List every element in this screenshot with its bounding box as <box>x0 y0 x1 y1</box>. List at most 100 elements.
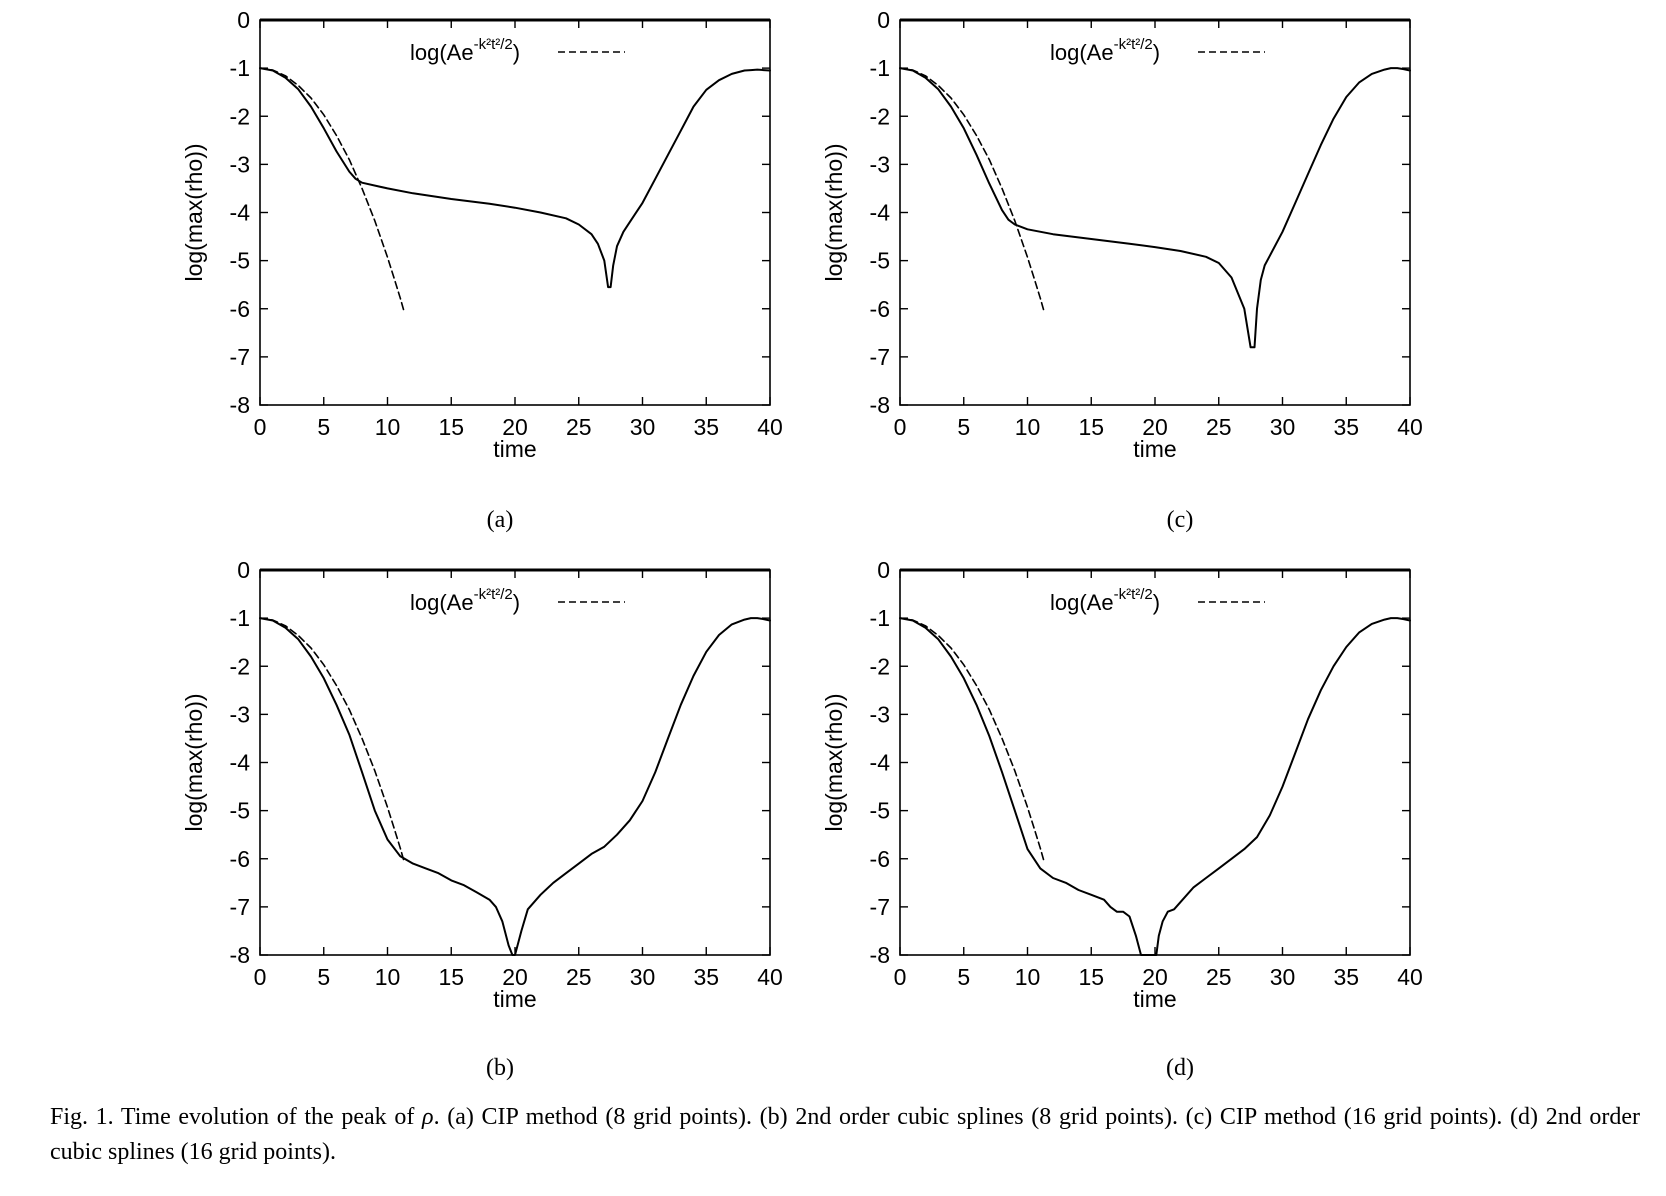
chart-d-ytick-label: -6 <box>870 846 890 872</box>
chart-c-ytick-label: -8 <box>870 392 890 418</box>
chart-a-series-gaussian-fit <box>259 67 405 313</box>
chart-a-ytick-label: -7 <box>230 344 250 370</box>
chart-a-ylabel: log(max(rho)) <box>181 143 207 281</box>
chart-a-ytick-label: -5 <box>230 248 250 274</box>
chart-b-series-max-rho <box>259 617 771 956</box>
chart-a-xtick-label: 35 <box>693 414 719 440</box>
chart-b-legend: log(Ae-k²t²/2) <box>410 586 625 615</box>
chart-c-xtick-label: 10 <box>1015 414 1041 440</box>
chart-d-ytick-label: -5 <box>870 798 890 824</box>
chart-b-xtick-label: 0 <box>254 964 267 990</box>
chart-b-ytick-label: -6 <box>230 846 250 872</box>
chart-c-legend: log(Ae-k²t²/2) <box>1050 36 1265 65</box>
chart-b-ytick-label: -5 <box>230 798 250 824</box>
chart-c-ytick-label: 0 <box>877 10 890 33</box>
chart-a-ytick-label: -6 <box>230 296 250 322</box>
chart-d-ytick-label: -8 <box>870 942 890 968</box>
chart-svg-a: 0 5 10 15 20 25 30 35 40 0 -1 -2 -3 -4 -5 -6 -7 -8 time log… <box>181 10 783 462</box>
chart-b-xtick-label: 10 <box>375 964 401 990</box>
chart-a-xtick-label: 15 <box>438 414 464 440</box>
chart-b-ytick-label: -2 <box>230 653 250 679</box>
chart-d-series-gaussian-fit <box>899 617 1045 863</box>
chart-c-legend-label: log(Ae-k²t²/2) <box>1050 36 1160 65</box>
chart-c-ytick-label: -6 <box>870 296 890 322</box>
chart-d-xtick-label: 5 <box>957 964 970 990</box>
chart-d-xlabel: time <box>1133 986 1176 1012</box>
chart-d-xtick-label: 10 <box>1015 964 1041 990</box>
chart-a-ytick-label: -1 <box>230 55 250 81</box>
chart-c-xlabel: time <box>1133 436 1176 462</box>
chart-c-xtick-label: 25 <box>1206 414 1232 440</box>
chart-c-ytick-label: -7 <box>870 344 890 370</box>
chart-b-xtick-label: 25 <box>566 964 592 990</box>
chart-d-ytick-label: -4 <box>870 750 891 776</box>
chart-a-ytick-label: -2 <box>230 103 250 129</box>
chart-c-xtick-label: 30 <box>1270 414 1296 440</box>
chart-d-xtick-label: 40 <box>1397 964 1423 990</box>
chart-b-ylabel: log(max(rho)) <box>181 693 207 831</box>
chart-svg-c: 0 5 10 15 20 25 30 35 40 0 -1 -2 -3 -4 -5 -6 -7 -8 time log… <box>821 10 1423 462</box>
panel-label-d: (d) <box>1166 1055 1194 1081</box>
chart-svg-b: 0 5 10 15 20 25 30 35 40 0 -1 -2 -3 -4 -5 -6 -7 -8 time log… <box>181 560 783 1012</box>
chart-b-xlabel: time <box>493 986 536 1012</box>
chart-d-ytick-label: -1 <box>870 605 890 631</box>
chart-d-xtick-label: 0 <box>894 964 907 990</box>
chart-c-xtick-label: 15 <box>1078 414 1104 440</box>
chart-a-xtick-label: 0 <box>254 414 267 440</box>
chart-a-xlabel: time <box>493 436 536 462</box>
caption-lead: Fig. 1. Time evolution of the peak of <box>50 1104 415 1130</box>
chart-d-xtick-label: 15 <box>1078 964 1104 990</box>
chart-d-legend-label: log(Ae-k²t²/2) <box>1050 586 1160 615</box>
chart-b-xtick-label: 15 <box>438 964 464 990</box>
chart-c-plot-frame <box>899 19 1411 406</box>
chart-a-series-max-rho <box>259 67 771 289</box>
chart-a-legend-label: log(Ae-k²t²/2) <box>410 36 520 65</box>
chart-d-xtick-label: 30 <box>1270 964 1296 990</box>
chart-c-xtick-label: 40 <box>1397 414 1423 440</box>
chart-c-ylabel: log(max(rho)) <box>821 143 847 281</box>
chart-b-ytick-label: -3 <box>230 701 250 727</box>
chart-panel-c: 0 5 10 15 20 25 30 35 40 0 -1 -2 -3 -4 -5 -6 -7 -8 time log… <box>820 10 1640 550</box>
chart-c-series-max-rho <box>899 67 1411 349</box>
chart-panel-b: 0 5 10 15 20 25 30 35 40 0 -1 -2 -3 -4 -5 -6 -7 -8 time log… <box>180 560 1000 1100</box>
chart-b-series-gaussian-fit <box>259 617 405 863</box>
chart-a-ytick-label: 0 <box>237 10 250 33</box>
chart-b-ytick-label: -7 <box>230 894 250 920</box>
chart-c-xtick-label: 0 <box>894 414 907 440</box>
chart-d-ylabel: log(max(rho)) <box>821 693 847 831</box>
chart-a-ytick-label: -8 <box>230 392 250 418</box>
caption-symbol: ρ <box>422 1104 434 1130</box>
chart-d-xtick-label: 20 <box>1142 964 1168 990</box>
chart-b-xtick-label: 20 <box>502 964 528 990</box>
chart-d-legend: log(Ae-k²t²/2) <box>1050 586 1265 615</box>
chart-a-xtick-label: 5 <box>317 414 330 440</box>
panel-label-b: (b) <box>486 1055 514 1081</box>
chart-panel-d: 0 5 10 15 20 25 30 35 40 0 -1 -2 -3 -4 -5 -6 -7 -8 time log… <box>820 560 1640 1100</box>
chart-b-ytick-label: 0 <box>237 560 250 583</box>
chart-c-ytick-label: -2 <box>870 103 890 129</box>
chart-a-xtick-label: 40 <box>757 414 783 440</box>
chart-a-ytick-label: -4 <box>230 200 251 226</box>
chart-a-ytick-label: -3 <box>230 151 250 177</box>
chart-b-xtick-label: 35 <box>693 964 719 990</box>
chart-a-xtick-label: 10 <box>375 414 401 440</box>
chart-d-xtick-label: 35 <box>1333 964 1359 990</box>
chart-b-xtick-label: 40 <box>757 964 783 990</box>
chart-d-xtick-label: 25 <box>1206 964 1232 990</box>
chart-a-xtick-label: 30 <box>630 414 656 440</box>
chart-c-ytick-label: -5 <box>870 248 890 274</box>
chart-d-ytick-label: -7 <box>870 894 890 920</box>
chart-b-xtick-label: 30 <box>630 964 656 990</box>
panel-label-a: (a) <box>486 507 514 533</box>
chart-b-legend-label: log(Ae-k²t²/2) <box>410 586 520 615</box>
chart-b-xtick-label: 5 <box>317 964 330 990</box>
chart-svg-d: 0 5 10 15 20 25 30 35 40 0 -1 -2 -3 -4 -5 -6 -7 -8 time log… <box>821 560 1423 1012</box>
chart-d-ytick-label: -2 <box>870 653 890 679</box>
chart-panel-a: 0 5 10 15 20 25 30 35 40 0 -1 -2 -3 -4 -5 -6 -7 -8 time log… <box>180 10 1000 550</box>
chart-d-ytick-label: -3 <box>870 701 890 727</box>
chart-c-xtick-label: 5 <box>957 414 970 440</box>
chart-c-xtick-label: 35 <box>1333 414 1359 440</box>
chart-a-legend: log(Ae-k²t²/2) <box>410 36 625 65</box>
chart-c-ytick-label: -3 <box>870 151 890 177</box>
chart-c-ytick-label: -4 <box>870 200 891 226</box>
